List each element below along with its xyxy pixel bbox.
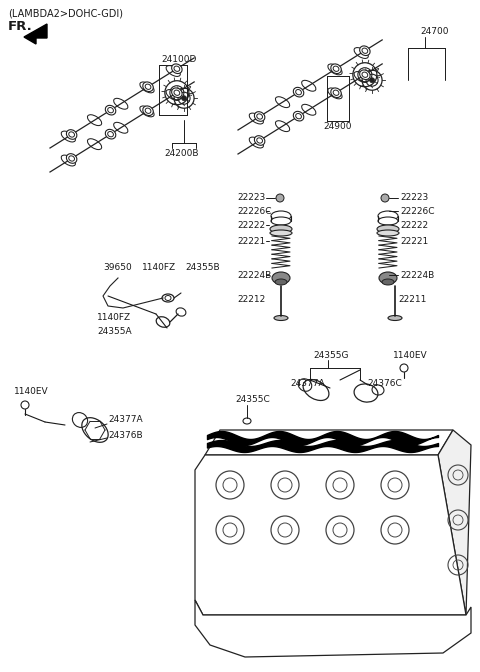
Text: 22224B: 22224B <box>400 271 434 280</box>
Ellipse shape <box>296 114 301 119</box>
Ellipse shape <box>296 89 301 95</box>
Ellipse shape <box>257 138 263 143</box>
Ellipse shape <box>254 136 265 145</box>
Text: FR.: FR. <box>8 21 33 34</box>
Text: 22221: 22221 <box>400 237 428 245</box>
Circle shape <box>362 72 367 77</box>
Ellipse shape <box>378 217 398 225</box>
Text: 24355G: 24355G <box>313 351 348 360</box>
Ellipse shape <box>254 112 265 121</box>
Ellipse shape <box>108 132 113 137</box>
Ellipse shape <box>333 90 339 95</box>
Ellipse shape <box>388 315 402 321</box>
Text: (LAMBDA2>DOHC-GDI): (LAMBDA2>DOHC-GDI) <box>8 9 123 19</box>
Ellipse shape <box>271 211 291 221</box>
Ellipse shape <box>66 154 77 163</box>
Text: 24355C: 24355C <box>235 396 270 405</box>
Ellipse shape <box>362 48 368 53</box>
Ellipse shape <box>272 272 290 284</box>
Ellipse shape <box>377 230 399 236</box>
Text: 24377A: 24377A <box>108 415 143 425</box>
Ellipse shape <box>331 64 341 73</box>
Ellipse shape <box>362 72 368 77</box>
Text: 22223: 22223 <box>400 194 428 202</box>
Ellipse shape <box>378 211 398 221</box>
Ellipse shape <box>143 82 153 91</box>
Ellipse shape <box>379 272 397 284</box>
Text: 24377A: 24377A <box>290 378 324 388</box>
Text: 24355A: 24355A <box>97 327 132 337</box>
Ellipse shape <box>174 66 180 71</box>
Ellipse shape <box>66 130 77 139</box>
Text: 22211: 22211 <box>398 296 426 304</box>
Text: 22222: 22222 <box>400 220 428 230</box>
Text: 22223: 22223 <box>237 194 265 202</box>
Polygon shape <box>195 600 471 657</box>
Ellipse shape <box>293 87 304 97</box>
Text: 22221: 22221 <box>237 237 265 245</box>
Text: 24700: 24700 <box>420 28 448 36</box>
Ellipse shape <box>377 225 399 233</box>
Ellipse shape <box>172 64 182 73</box>
Ellipse shape <box>333 66 339 71</box>
Ellipse shape <box>382 279 394 285</box>
Ellipse shape <box>271 217 291 225</box>
Ellipse shape <box>143 106 153 116</box>
Circle shape <box>370 78 374 83</box>
Ellipse shape <box>69 156 74 161</box>
Text: 24100D: 24100D <box>161 55 196 65</box>
Ellipse shape <box>174 90 180 95</box>
Text: 22224B: 22224B <box>237 271 271 280</box>
Polygon shape <box>24 24 47 44</box>
Ellipse shape <box>360 70 370 79</box>
Circle shape <box>174 90 180 95</box>
Ellipse shape <box>108 108 113 113</box>
Text: 24200B: 24200B <box>164 149 199 158</box>
Ellipse shape <box>257 114 263 119</box>
Ellipse shape <box>274 315 288 321</box>
Text: 22212: 22212 <box>237 296 265 304</box>
Ellipse shape <box>105 106 116 115</box>
Polygon shape <box>438 430 471 615</box>
Text: 24376B: 24376B <box>108 431 143 439</box>
Ellipse shape <box>145 108 151 114</box>
Polygon shape <box>205 430 453 455</box>
Text: 1140EV: 1140EV <box>14 388 48 396</box>
Text: 1140FZ: 1140FZ <box>97 314 131 323</box>
Text: 22222: 22222 <box>237 220 265 230</box>
Polygon shape <box>195 455 466 615</box>
Text: 24376C: 24376C <box>367 378 402 388</box>
Text: 1140EV: 1140EV <box>393 351 428 360</box>
Ellipse shape <box>360 46 370 56</box>
Ellipse shape <box>105 130 116 139</box>
Text: 22226C: 22226C <box>237 206 272 216</box>
Text: 24355B: 24355B <box>185 263 220 273</box>
Ellipse shape <box>293 112 304 121</box>
Text: 24900: 24900 <box>324 122 352 131</box>
Ellipse shape <box>331 88 341 97</box>
Ellipse shape <box>69 132 74 137</box>
Text: 39650: 39650 <box>103 263 132 273</box>
Text: 22226C: 22226C <box>400 206 434 216</box>
Circle shape <box>381 194 389 202</box>
Ellipse shape <box>270 230 292 236</box>
Circle shape <box>276 194 284 202</box>
Text: 1140FZ: 1140FZ <box>142 263 176 273</box>
Circle shape <box>181 95 187 101</box>
Ellipse shape <box>275 279 287 285</box>
Ellipse shape <box>145 84 151 89</box>
Ellipse shape <box>270 225 292 233</box>
Ellipse shape <box>172 88 182 97</box>
